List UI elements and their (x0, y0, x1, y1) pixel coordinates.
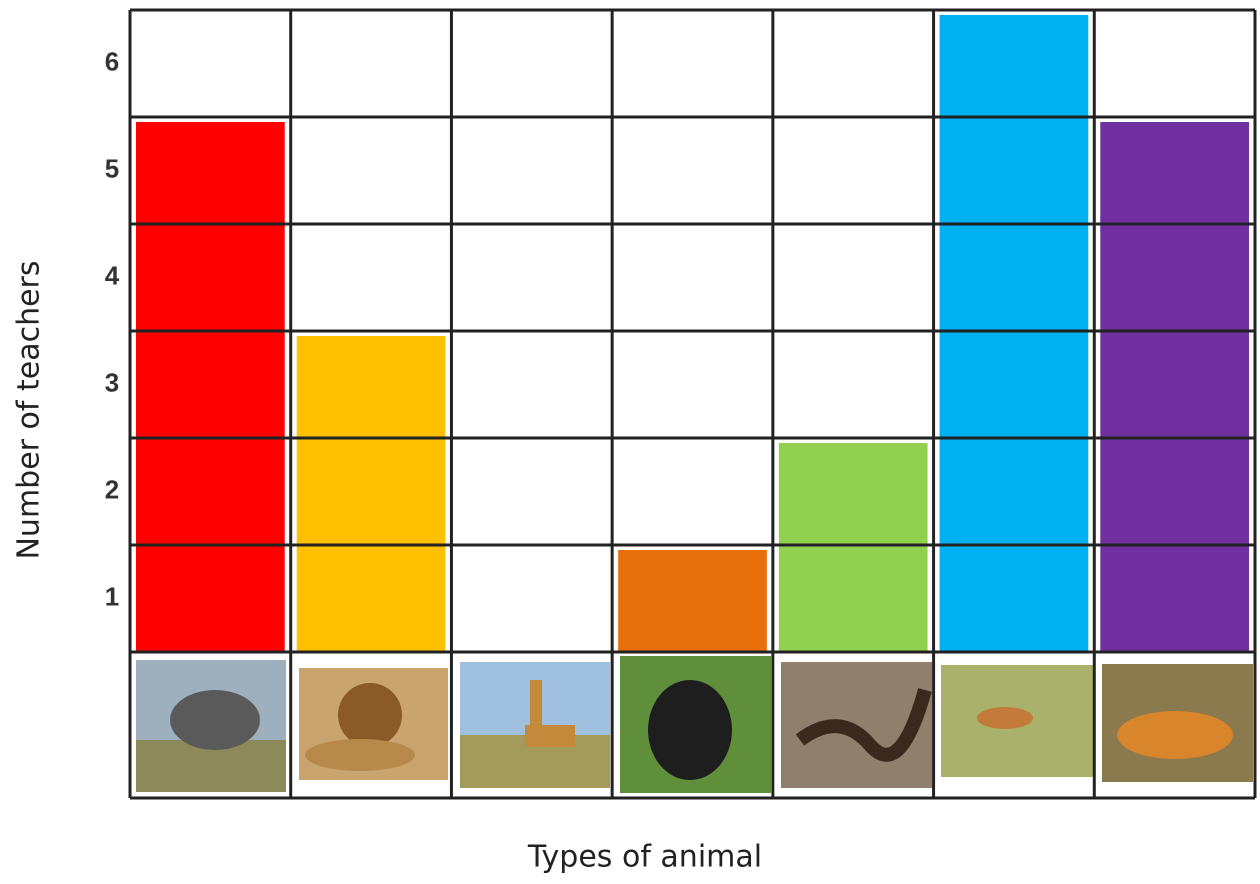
gorilla-shape (648, 680, 732, 780)
y-tick-label: 2 (105, 474, 119, 504)
animal-pictures (136, 656, 1253, 793)
y-tick-label: 1 (105, 581, 119, 611)
gazelle-shape (977, 707, 1033, 729)
y-tick-label: 3 (105, 367, 119, 397)
bar (940, 15, 1089, 652)
bar (136, 122, 285, 652)
bar (297, 336, 446, 652)
elephant-shape (170, 690, 260, 750)
bar (618, 550, 767, 652)
tiger-shape (1117, 711, 1233, 759)
y-tick-label: 4 (105, 260, 120, 290)
x-axis-label: Types of animal (527, 840, 762, 875)
bar (1100, 122, 1249, 652)
page: {"chart_data": {"type": "bar", "x_label"… (0, 0, 1260, 884)
chart: Types of animal Number of teachers 1 2 3 4 5… (0, 0, 1260, 884)
lion-body (305, 739, 415, 771)
bar (779, 443, 928, 652)
y-tick-label: 5 (105, 153, 119, 183)
y-axis-label: Number of teachers (12, 260, 47, 559)
lion-shape (338, 683, 402, 747)
y-tick-label: 6 (105, 46, 119, 76)
giraffe-body (525, 725, 575, 747)
